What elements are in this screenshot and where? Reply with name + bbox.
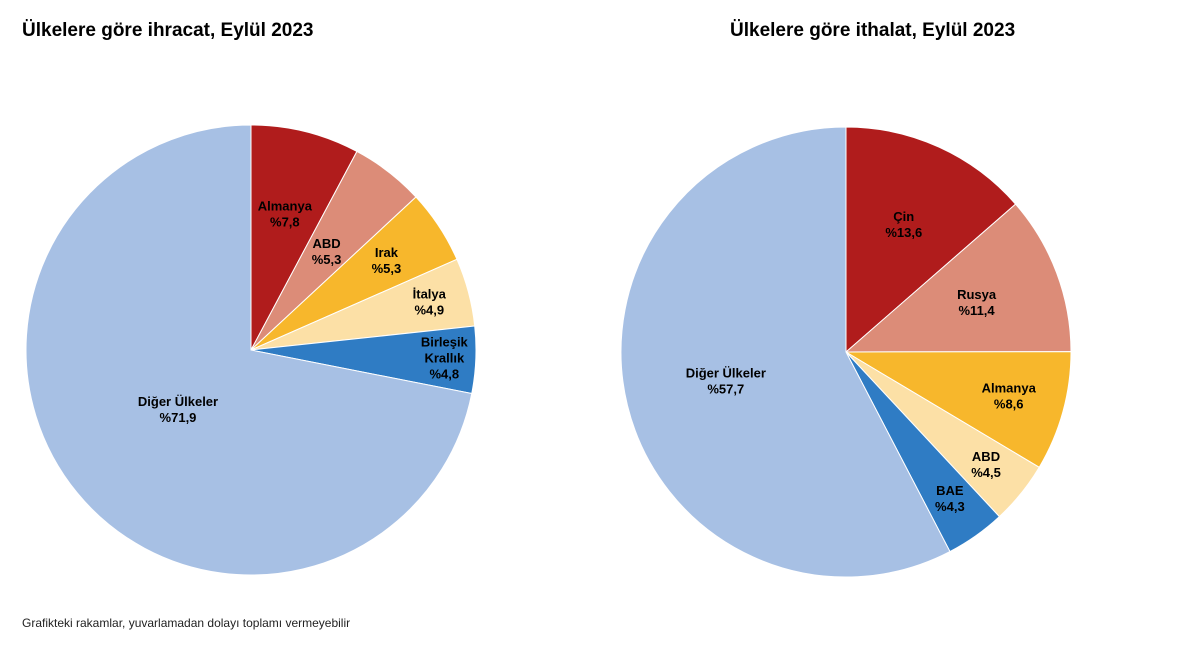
pie-slice: [844, 203, 1072, 353]
slice-label: Irak %5,3: [372, 245, 402, 276]
slice-value: %4,3: [935, 499, 965, 514]
slice-name: Almanya: [258, 199, 313, 214]
slice-value: %4,9: [414, 302, 444, 317]
slice-label: Diğer Ülkeler %57,7: [686, 365, 766, 396]
slice-value: %5,3: [312, 252, 342, 267]
slice-value: %8,6: [994, 397, 1024, 412]
slice-name: Diğer Ülkeler: [686, 365, 766, 380]
slice-value: %11,4: [959, 303, 996, 318]
slice-name: Çin: [893, 209, 914, 224]
slice-value: %4,5: [971, 465, 1001, 480]
slice-name: BAE: [936, 483, 964, 498]
slice-value: %5,3: [372, 261, 402, 276]
slice-name: ABD: [312, 236, 340, 251]
slice-name: ABD: [972, 449, 1000, 464]
slice-label: BAE %4,3: [935, 483, 965, 514]
pie-slice: [25, 124, 473, 576]
slice-name: İtalya: [413, 286, 447, 301]
slice-name: Almanya: [982, 381, 1037, 396]
slice-value: %4,8: [429, 367, 459, 382]
pie-slice: [250, 124, 358, 351]
slice-label: ABD %5,3: [312, 236, 342, 267]
slice-value: %7,8: [270, 215, 300, 230]
slice-name: Birleşik: [421, 335, 469, 350]
pie-slice: [845, 126, 1017, 354]
slice-label: ABD %4,5: [971, 449, 1001, 480]
export-chart-title: Ülkelere göre ihracat, Eylül 2023: [22, 20, 314, 41]
slice-label: Rusya %11,4: [957, 287, 997, 318]
slice-value: %13,6: [885, 225, 922, 240]
slice-name: Irak: [375, 245, 399, 260]
slice-label: Diğer Ülkeler %71,9: [138, 394, 218, 425]
slice-name: Diğer Ülkeler: [138, 394, 218, 409]
slice-value: %71,9: [160, 410, 197, 425]
slice-value: %57,7: [707, 381, 744, 396]
pie-slice: [620, 126, 951, 578]
slice-label: Almanya %7,8: [258, 199, 313, 230]
slice-label: Almanya %8,6: [982, 381, 1037, 412]
slice-name: Krallık: [424, 351, 465, 366]
pie-slice: [844, 351, 1072, 469]
slice-label: İtalya %4,9: [413, 286, 447, 317]
footnote: Grafikteki rakamlar, yuvarlamadan dolayı…: [22, 616, 351, 630]
slice-label: Birleşik Krallık %4,8: [421, 335, 469, 382]
slice-name: Rusya: [957, 287, 997, 302]
import-chart-title: Ülkelere göre ithalat, Eylül 2023: [730, 20, 1016, 41]
slice-label: Çin %13,6: [885, 209, 922, 240]
